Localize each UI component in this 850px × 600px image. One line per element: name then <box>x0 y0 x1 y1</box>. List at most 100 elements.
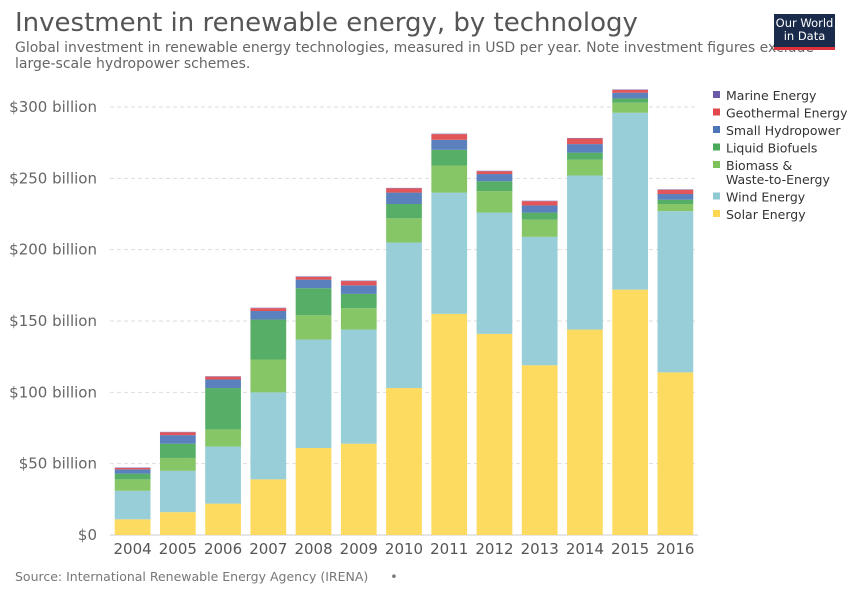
legend-item[interactable]: Wind Energy <box>713 190 806 205</box>
bar-segment[interactable] <box>159 470 196 513</box>
legend-label: Geothermal Energy <box>726 106 848 121</box>
x-tick-label: 2010 <box>385 540 423 558</box>
chart-subtitle: Global investment in renewable energy te… <box>15 40 815 72</box>
bar-segment[interactable] <box>205 503 241 535</box>
bar-segment[interactable] <box>476 191 513 213</box>
bar-segment[interactable] <box>431 149 468 166</box>
bar-segment[interactable] <box>612 89 649 93</box>
bar-segment[interactable] <box>340 285 377 294</box>
bar-segment[interactable] <box>114 519 151 535</box>
bar-segment[interactable] <box>612 289 649 535</box>
bar-segment[interactable] <box>340 443 377 535</box>
bar-segment[interactable] <box>476 212 513 334</box>
bar-segment[interactable] <box>159 512 196 535</box>
x-tick-label: 2011 <box>430 540 468 558</box>
bar-segment[interactable] <box>521 201 558 206</box>
bar-segment[interactable] <box>386 192 422 205</box>
bar-segment[interactable] <box>431 313 468 535</box>
bar-segment[interactable] <box>340 329 377 444</box>
bar-segment[interactable] <box>340 308 377 330</box>
legend-swatch <box>713 210 720 217</box>
bar-segment[interactable] <box>567 159 603 176</box>
bar-segment[interactable] <box>159 432 196 436</box>
bar-segment[interactable] <box>386 188 422 193</box>
legend-item[interactable]: Solar Energy <box>713 207 806 222</box>
bar-segment[interactable] <box>114 473 151 480</box>
bar-segment[interactable] <box>657 199 694 205</box>
bar-segment[interactable] <box>250 311 287 320</box>
bar-segment[interactable] <box>295 339 332 448</box>
x-tick-label: 2004 <box>114 540 152 558</box>
bar-segment[interactable] <box>521 212 558 220</box>
bar-segment[interactable] <box>295 279 332 289</box>
bar-segment[interactable] <box>250 308 287 312</box>
bar-segment[interactable] <box>521 219 558 237</box>
bar-segment[interactable] <box>386 388 422 535</box>
bar-segment[interactable] <box>205 388 241 430</box>
x-tick-label: 2012 <box>475 540 513 558</box>
bar-segment[interactable] <box>567 329 603 535</box>
bar-segment[interactable] <box>521 365 558 535</box>
bar-segment[interactable] <box>521 205 558 213</box>
x-tick-label: 2014 <box>566 540 604 558</box>
bar-segment[interactable] <box>431 165 468 193</box>
bar-segment[interactable] <box>340 281 377 286</box>
bar-segment[interactable] <box>657 372 694 535</box>
legend-item[interactable]: Small Hydropower <box>713 123 841 138</box>
bar-segment[interactable] <box>476 181 513 192</box>
bar-segment[interactable] <box>657 204 694 212</box>
bar-segment[interactable] <box>205 446 241 504</box>
bar-segment[interactable] <box>205 429 241 447</box>
bar-segment[interactable] <box>114 479 151 491</box>
bar-segment[interactable] <box>250 392 287 480</box>
bar-segment[interactable] <box>386 242 422 389</box>
bar-segment[interactable] <box>612 92 649 99</box>
bar-segment[interactable] <box>567 175 603 330</box>
bar-segment[interactable] <box>657 189 694 195</box>
bar-segment[interactable] <box>612 112 649 290</box>
bar-segment[interactable] <box>340 293 377 309</box>
chart-title: Investment in renewable energy, by techn… <box>15 8 638 38</box>
legend-label: Wind Energy <box>726 190 806 205</box>
bar-segment[interactable] <box>205 376 241 380</box>
bar-segment[interactable] <box>657 194 694 200</box>
bar-segment[interactable] <box>386 204 422 219</box>
legend-item[interactable]: Marine Energy <box>713 88 817 103</box>
bar-segment[interactable] <box>295 276 332 280</box>
bar-segment[interactable] <box>567 138 603 145</box>
legend-item[interactable]: Liquid Biofuels <box>713 141 817 156</box>
bar-segment[interactable] <box>250 479 287 535</box>
y-tick-label: $100 billion <box>9 383 97 401</box>
owid-logo[interactable]: Our World in Data <box>774 14 835 50</box>
bar-segment[interactable] <box>567 152 603 160</box>
bar-segment[interactable] <box>657 211 694 373</box>
bar-segment[interactable] <box>114 469 151 474</box>
bar-segment[interactable] <box>114 490 151 520</box>
bar-segment[interactable] <box>476 333 513 535</box>
bar-segment[interactable] <box>521 236 558 366</box>
bar-segment[interactable] <box>612 98 649 103</box>
y-tick-label: $250 billion <box>9 169 97 187</box>
bar-segment[interactable] <box>250 319 287 360</box>
bar-segment[interactable] <box>159 435 196 444</box>
bar-segment[interactable] <box>476 171 513 175</box>
bar-segment[interactable] <box>159 443 196 458</box>
bar-segment[interactable] <box>295 288 332 316</box>
bar-segment[interactable] <box>295 315 332 340</box>
bar-segment[interactable] <box>295 447 332 535</box>
bar-segment[interactable] <box>159 457 196 471</box>
bar-segment[interactable] <box>431 134 468 140</box>
bar-segment[interactable] <box>386 218 422 243</box>
legend-item[interactable]: Geothermal Energy <box>713 106 848 121</box>
bar-segment[interactable] <box>431 192 468 314</box>
legend-item[interactable]: Biomass & Waste-to-Energy <box>713 158 830 187</box>
bar-segment[interactable] <box>567 144 603 153</box>
bar-segment[interactable] <box>612 102 649 113</box>
x-tick-label: 2009 <box>340 540 378 558</box>
bar-segment[interactable] <box>114 467 151 470</box>
bar-segment[interactable] <box>250 359 287 393</box>
bar-segment[interactable] <box>476 174 513 182</box>
bar-segment[interactable] <box>205 379 241 389</box>
bar-segment[interactable] <box>431 139 468 150</box>
